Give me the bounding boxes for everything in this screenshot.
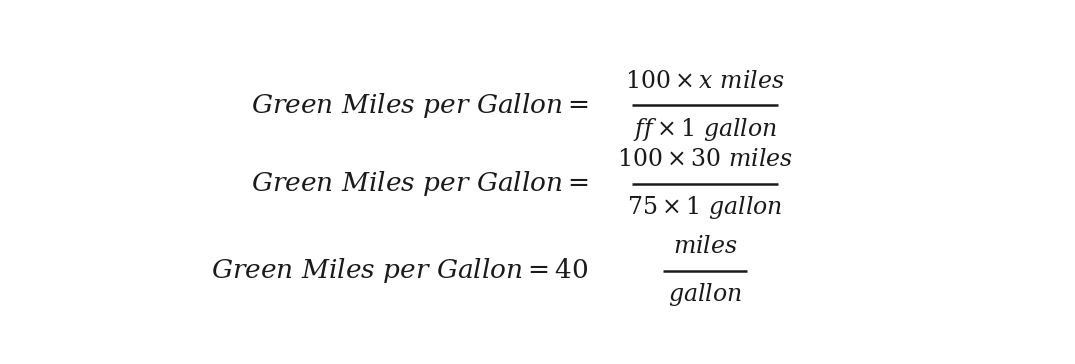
Text: $gallon$: $gallon$ [668, 281, 742, 308]
Text: $100 \times x\ miles$: $100 \times x\ miles$ [626, 70, 785, 93]
Text: $\mathit{Green\ Miles\ per\ Gallon} = $: $\mathit{Green\ Miles\ per\ Gallon} = $ [250, 91, 588, 120]
Text: $100 \times 30\ miles$: $100 \times 30\ miles$ [617, 149, 793, 171]
Text: $75 \times 1\ gallon$: $75 \times 1\ gallon$ [628, 194, 783, 221]
Text: $ff \times 1\ gallon$: $ff \times 1\ gallon$ [633, 116, 777, 143]
Text: $\mathit{Green\ Miles\ per\ Gallon} = 40$: $\mathit{Green\ Miles\ per\ Gallon} = 40… [211, 256, 588, 285]
Text: $miles$: $miles$ [673, 236, 737, 258]
Text: $\mathit{Green\ Miles\ per\ Gallon} = $: $\mathit{Green\ Miles\ per\ Gallon} = $ [250, 169, 588, 198]
